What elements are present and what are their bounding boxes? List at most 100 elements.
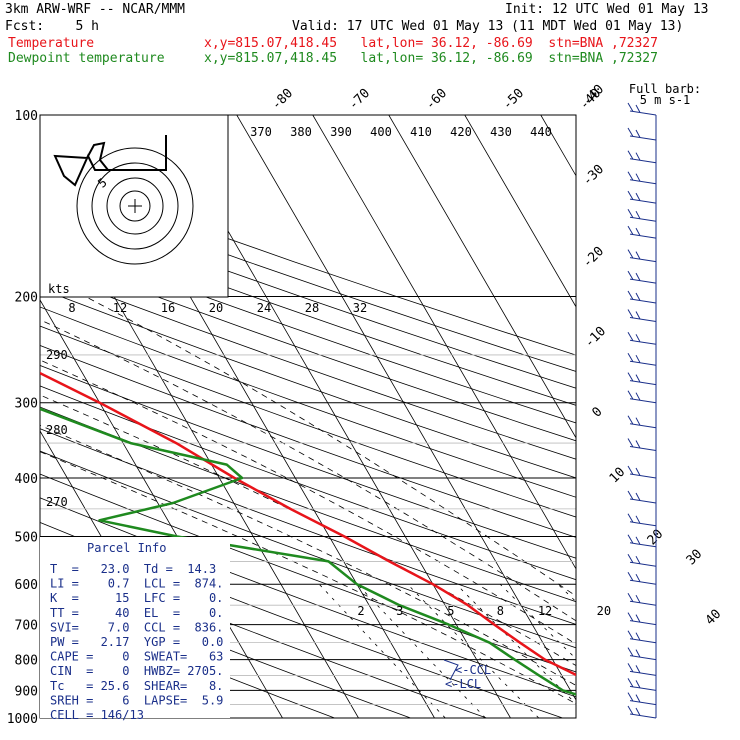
hodograph-ring	[119, 190, 151, 222]
parcel-info-row: CIN = 0 HWBZ= 2705.	[50, 664, 223, 678]
pressure-tick-label: 300	[15, 397, 38, 412]
right-temperature-label: -20	[580, 244, 607, 271]
parcel-info-panel: Parcel Info T = 23.0 Td = 14.3LI = 0.7 LC…	[40, 537, 230, 722]
mixing-ratio-line	[456, 583, 576, 705]
wind-barb	[627, 309, 657, 322]
model-title: 3km ARW-WRF -- NCAR/MMM	[5, 2, 186, 17]
hodograph-speed-label: 28	[305, 301, 319, 315]
hodograph-speed-label: 16	[161, 301, 175, 315]
parcel-info-row: PW = 2.17 YGP = 0.0	[50, 635, 223, 649]
mixing-ratio-line	[557, 583, 576, 603]
pressure-tick-label: 800	[15, 654, 38, 669]
mixing-ratio-label: 3	[396, 604, 403, 618]
wind-barb	[627, 647, 657, 661]
right-temperature-label: 30	[684, 547, 706, 569]
theta-e-label: 380	[290, 125, 312, 139]
legend-dewpoint-location: x,y=815.07,418.45 lat,lon= 36.12, -86.69…	[204, 51, 658, 66]
dewpoint-trace	[40, 407, 576, 696]
parcel-info-row: CAPE = 0 SWEAT= 63	[50, 650, 223, 664]
wind-barb	[627, 705, 657, 719]
mixing-ratio-line	[318, 583, 446, 718]
init-time: Init: 12 UTC Wed 01 May 13	[505, 2, 709, 17]
theta-e-label: 430	[490, 125, 512, 139]
mixing-ratio-label: 20	[597, 604, 611, 618]
plot-frame	[39, 114, 577, 719]
theta-e-label: 410	[410, 125, 432, 139]
parcel-info-row: CELL = 146/13	[50, 708, 144, 722]
ccl-annotation: <-CCL	[455, 663, 491, 677]
wind-barb	[627, 663, 657, 676]
pressure-tick-label: 500	[15, 530, 38, 545]
lcl-annotation: <-LCL	[445, 677, 481, 691]
hodograph-speed-label: 12	[113, 301, 127, 315]
hodograph-unit-label: kts	[48, 282, 70, 296]
wind-barb	[627, 390, 657, 404]
wind-barb	[627, 102, 657, 116]
parcel-info-row: Tc = 25.6 SHEAR= 8.	[50, 679, 223, 693]
hodograph: 5	[39, 114, 229, 298]
wind-barb	[627, 692, 657, 706]
valid-time: Valid: 17 UTC Wed 01 May 13 (11 MDT Wed …	[292, 19, 684, 34]
pressure-tick-label: 900	[15, 684, 38, 699]
lcl-marker	[443, 659, 459, 681]
theta-label: 270	[46, 495, 68, 509]
barb-legend-units: 5 m s-1	[640, 93, 691, 107]
parcel-info-row: T = 23.0 Td = 14.3	[50, 562, 216, 576]
wind-barb	[627, 270, 657, 284]
right-temperature-label: 0	[589, 404, 605, 420]
theta-label: 290	[46, 348, 68, 362]
legend-dewpoint-name: Dewpoint temperature	[8, 51, 165, 66]
theta-label: 280	[46, 423, 68, 437]
right-temperature-label: -10	[582, 324, 609, 351]
isotherm-line	[236, 115, 576, 701]
temperature-trace	[40, 371, 576, 677]
wind-barb	[627, 171, 657, 185]
wind-barb	[627, 352, 657, 366]
wind-barb	[627, 249, 657, 263]
wind-barb	[627, 190, 657, 204]
wind-barb	[627, 290, 657, 304]
pressure-tick-label: 1000	[7, 712, 38, 727]
barb-legend-title: Full barb:	[629, 82, 701, 96]
wind-barb	[627, 534, 657, 548]
theta-e-label: 420	[450, 125, 472, 139]
top-temperature-label: -70	[346, 86, 373, 113]
mixing-ratio-label: 12	[538, 604, 552, 618]
pressure-tick-label: 400	[15, 472, 38, 487]
wind-barb	[627, 553, 657, 567]
wind-barb	[627, 612, 657, 626]
parcel-panel-bg	[40, 537, 230, 718]
hodograph-speed-label: 8	[68, 301, 75, 315]
wind-barb	[627, 332, 657, 345]
mixing-ratio-label: 2	[357, 604, 364, 618]
right-temperature-label: -30	[580, 162, 607, 189]
wind-barb	[627, 208, 657, 222]
isotherm-line	[388, 115, 576, 439]
hodograph-ring	[76, 147, 194, 265]
isotherm-line	[540, 115, 576, 177]
forecast-hour: Fcst: 5 h	[5, 19, 99, 34]
theta-e-label: 400	[370, 125, 392, 139]
legend-temperature-name: Temperature	[8, 36, 95, 51]
parcel-info-row: SREH = 6 LAPSE= 5.9	[50, 693, 223, 707]
parcel-info-row: TT = 40 EL = 0.	[50, 606, 223, 620]
wind-barb	[627, 372, 657, 386]
parcel-info-row: SVI= 7.0 CCL = 836.	[50, 620, 223, 634]
wind-barb	[627, 571, 657, 585]
hodograph-speed-label: 24	[257, 301, 271, 315]
hodograph-speed-label: 32	[353, 301, 367, 315]
mixing-ratio-label: 5	[447, 604, 454, 618]
hodograph-ring	[106, 177, 164, 235]
wind-barb	[627, 225, 657, 239]
isotherm-line	[312, 115, 576, 570]
pressure-tick-label: 700	[15, 619, 38, 634]
wind-barb	[627, 513, 657, 527]
wind-barb	[627, 415, 657, 429]
theta-e-label: 440	[530, 125, 552, 139]
top-temperature-label: -80	[269, 86, 296, 113]
hodograph-ring	[91, 162, 179, 250]
legend-temperature-location: x,y=815.07,418.45 lat,lon= 36.12, -86.69…	[204, 36, 658, 51]
wind-barb	[627, 630, 657, 644]
hodograph-trace	[53, 135, 167, 187]
